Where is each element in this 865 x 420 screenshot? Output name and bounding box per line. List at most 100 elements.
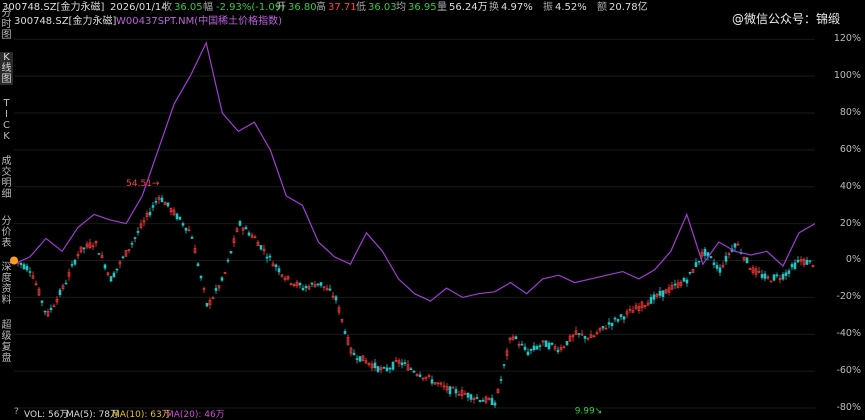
candle-body [532, 345, 536, 351]
candle-body [310, 282, 314, 285]
candle-body [430, 379, 434, 384]
candle-body [541, 340, 545, 343]
candle-body [409, 368, 413, 371]
candle-body [772, 274, 776, 281]
candle-body [526, 351, 530, 356]
candle-body [589, 334, 593, 338]
candle-body [268, 255, 272, 258]
watermark: @微信公众号：锦缎 [732, 12, 841, 26]
candle-body [688, 271, 692, 274]
candle-body [130, 243, 134, 245]
candle-body [517, 343, 521, 346]
candle-body [658, 291, 662, 296]
candle-body [439, 382, 443, 385]
candle-body [265, 256, 269, 259]
sidebar-item-replay[interactable]: 超级复盘 [1, 320, 12, 364]
candle-body [481, 400, 485, 402]
candle-body [337, 307, 341, 313]
candle-body [625, 311, 629, 315]
candle-body [211, 297, 215, 300]
candle-body [139, 223, 143, 228]
candle-body [70, 264, 74, 266]
candle-body [466, 392, 470, 398]
legend-stock: 300748.SZ[金力永磁] [14, 16, 117, 27]
candle-body [199, 275, 203, 279]
candle-body [721, 264, 725, 268]
candle-body [697, 260, 701, 263]
change-key: 幅 [203, 2, 213, 13]
amplitude-key: 振 [543, 2, 553, 13]
candle-body [718, 267, 722, 273]
candle-body [640, 301, 644, 308]
candle-body [454, 389, 458, 394]
candle-body [352, 352, 356, 356]
sidebar-item-trade-detail[interactable]: 成交明细 [1, 156, 12, 200]
candle-body [208, 299, 212, 305]
candle-body [22, 264, 26, 270]
candle-body [85, 243, 89, 248]
candle-body [502, 364, 506, 366]
candle-body [25, 265, 29, 271]
date-label: 2026/01/14 [110, 2, 168, 13]
candle-body [181, 223, 185, 226]
candle-body [679, 281, 683, 286]
candle-body [148, 211, 152, 216]
volume-key: 量 [437, 2, 447, 13]
candle-body [610, 322, 614, 327]
candle-body [760, 274, 764, 278]
candle-body [205, 302, 209, 307]
y-tick-label: -80% [836, 402, 861, 413]
sidebar-item-intraday[interactable]: 分时图 [1, 8, 12, 41]
candle-body [247, 232, 251, 236]
candle-body [646, 302, 650, 306]
legend-index: W00437SPT.NM(中国稀土价格指数) [116, 16, 283, 27]
candle-body [316, 283, 320, 286]
candle-body [214, 288, 218, 291]
change-value: -2.93%(-1.09) [216, 2, 286, 13]
volume-info-bar: ? VOL: 56万 MA(5): 78万 MA(10): 63万 MA(20)… [0, 407, 865, 420]
candle-body [664, 289, 668, 294]
candle-body [361, 355, 365, 362]
candle-body [322, 286, 326, 288]
candle-body [544, 340, 548, 347]
candle-body [805, 260, 809, 265]
candle-body [64, 282, 68, 285]
candle-body [775, 274, 779, 277]
candle-body [124, 250, 128, 257]
turnover-value: 4.97% [501, 2, 533, 13]
candle-body [142, 220, 146, 223]
candle-body [445, 386, 449, 391]
volume-value: 56.24万 [449, 2, 488, 13]
y-tick-label: 120% [833, 33, 861, 45]
candle-body [331, 295, 335, 298]
candle-body [37, 288, 41, 296]
candle-body [673, 283, 677, 286]
candle-body [457, 394, 461, 396]
candle-body [238, 221, 242, 226]
candle-body [601, 326, 605, 329]
candle-body [58, 289, 62, 296]
candle-body [367, 362, 371, 365]
help-icon[interactable]: ? [14, 407, 19, 417]
candle-body [433, 382, 437, 385]
candle-body [271, 263, 275, 267]
candle-body [436, 382, 440, 385]
sidebar-item-deep-data[interactable]: 深度资料 [1, 262, 12, 306]
candle-body [529, 348, 533, 351]
candle-body [358, 356, 362, 362]
candle-body [424, 376, 428, 379]
candle-body [607, 322, 611, 325]
candle-body [403, 362, 407, 364]
candle-body [307, 285, 311, 290]
candle-body [676, 282, 680, 288]
candle-body [475, 397, 479, 399]
ma5-label: MA(5): 78万 [66, 410, 120, 420]
sidebar-item-price-table[interactable]: 分价表 [1, 216, 12, 249]
candle-body [253, 236, 257, 239]
turnover-key: 换 [489, 2, 499, 13]
candle-body [418, 374, 422, 377]
candle-body [478, 400, 482, 402]
